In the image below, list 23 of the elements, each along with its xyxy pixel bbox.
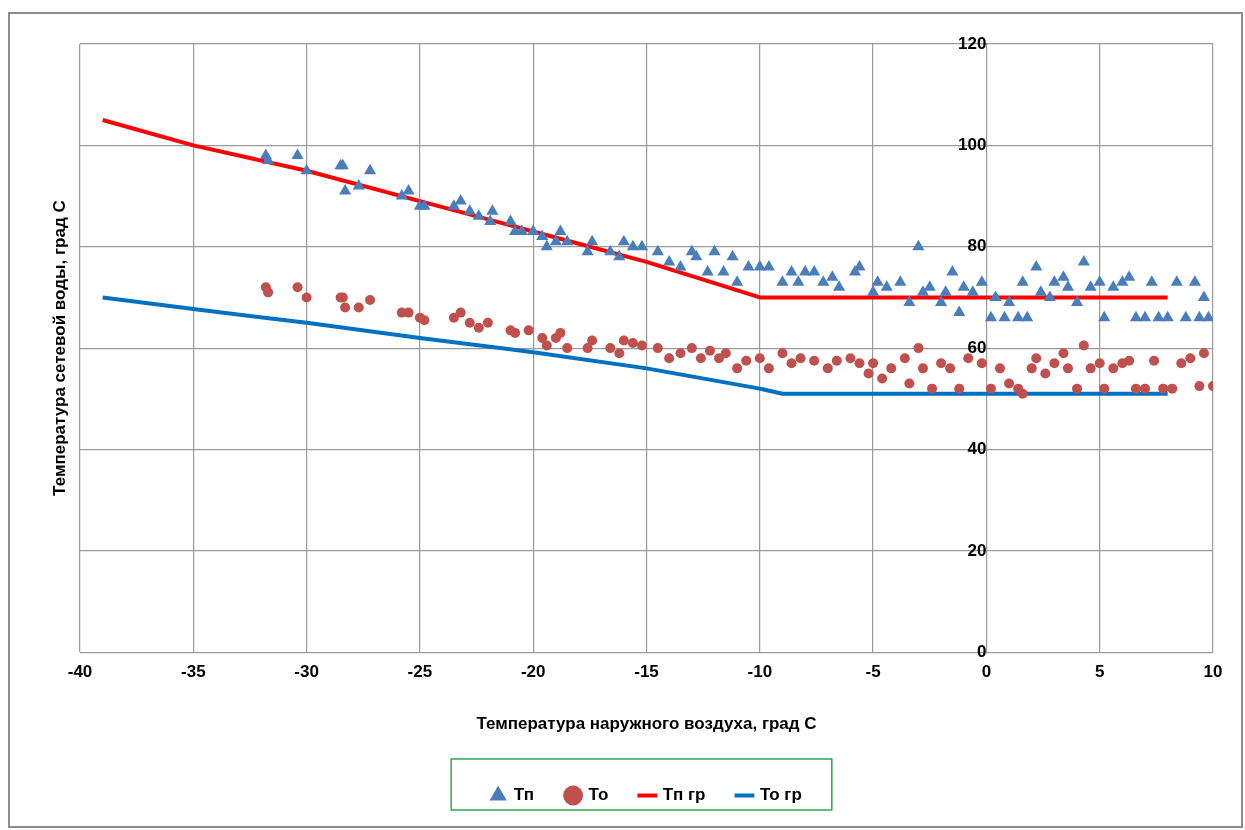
- legend-label: Тп гр: [662, 785, 706, 805]
- x-tick-label: -30: [294, 662, 319, 682]
- legend-label: То гр: [759, 785, 802, 805]
- x-tick-label: 10: [1203, 662, 1223, 682]
- x-tick-label: -40: [67, 662, 93, 682]
- y-tick-label: 80: [967, 236, 987, 256]
- legend-label: То: [588, 785, 609, 805]
- y-tick-label: 60: [967, 337, 987, 357]
- y-axis-title: Температура сетевой воды, град С: [49, 200, 69, 496]
- x-tick-label: -25: [407, 662, 433, 682]
- x-tick-label: -5: [865, 662, 881, 682]
- x-axis-title: Температура наружного воздуха, град С: [476, 714, 817, 734]
- x-tick-label: -15: [634, 662, 659, 682]
- y-tick-label: 20: [967, 540, 987, 560]
- x-tick-label: 5: [1094, 662, 1105, 682]
- x-tick-label: -10: [747, 662, 773, 682]
- y-tick-label: 100: [958, 135, 987, 155]
- legend-label: Тп: [513, 785, 535, 805]
- y-tick-label: 40: [967, 439, 987, 459]
- x-tick-label: -35: [181, 662, 206, 682]
- y-tick-label: 0: [976, 641, 987, 661]
- x-tick-label: -20: [520, 662, 546, 682]
- y-tick-label: 120: [958, 33, 987, 53]
